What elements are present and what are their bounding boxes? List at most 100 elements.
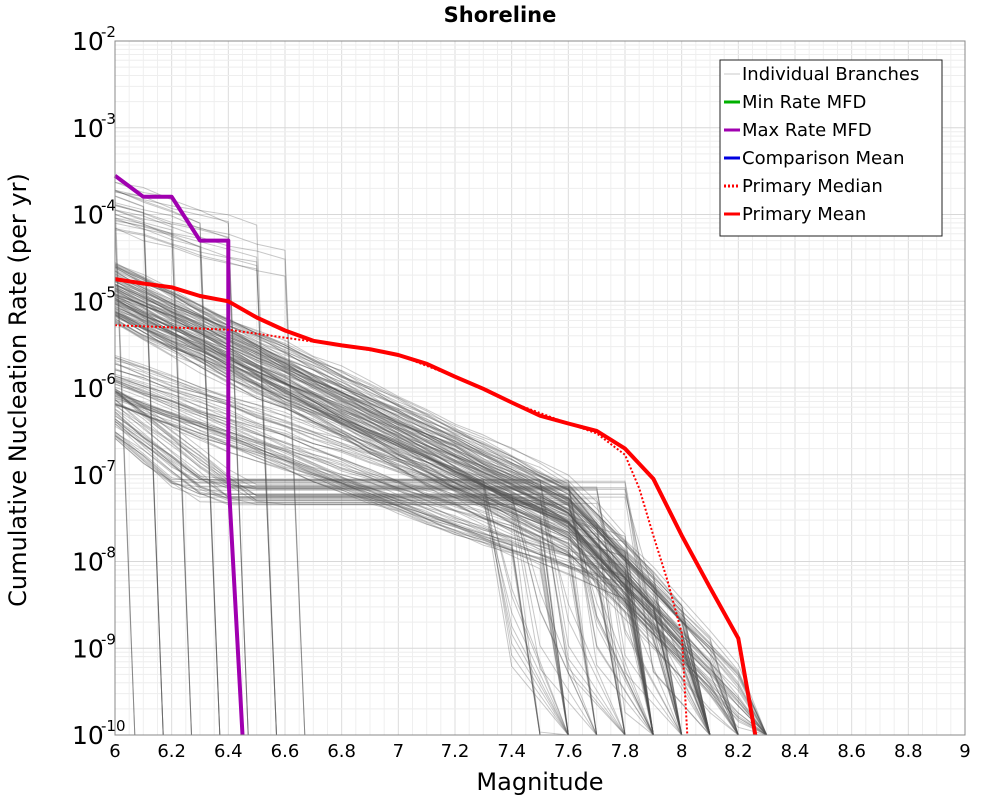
branch-line bbox=[114, 196, 136, 736]
branch-line bbox=[114, 403, 654, 736]
branch-line bbox=[114, 276, 711, 736]
branch-line bbox=[114, 399, 598, 736]
branch-line bbox=[114, 369, 597, 736]
branch-line bbox=[114, 356, 654, 736]
branch-line bbox=[114, 363, 654, 736]
branch-line bbox=[114, 319, 711, 736]
y-tick-exponent: -5 bbox=[101, 283, 116, 301]
x-tick-labels: 6 6.2 6.4 6.6 6.8 7 7.2 7.4 7.6 7.8 8 8.2 8.4 8.6 8.8 9 bbox=[109, 741, 970, 762]
branch-line bbox=[114, 362, 597, 736]
branch-line bbox=[114, 297, 768, 736]
branch-line bbox=[114, 418, 711, 736]
branch-line bbox=[114, 298, 654, 736]
branch-line bbox=[114, 310, 739, 736]
branch-line bbox=[114, 205, 249, 736]
branch-line bbox=[114, 279, 654, 736]
branch-line bbox=[114, 217, 221, 736]
branch-line bbox=[114, 368, 625, 736]
branch-line bbox=[114, 369, 597, 736]
branch-line bbox=[114, 391, 625, 736]
x-axis-label: Magnitude bbox=[476, 768, 603, 796]
branch-line bbox=[114, 315, 768, 736]
branch-line bbox=[114, 434, 683, 736]
branch-line bbox=[114, 289, 768, 736]
series-lines bbox=[113, 174, 758, 736]
branch-line bbox=[114, 266, 711, 736]
branch-line bbox=[114, 393, 569, 736]
y-tick-exponent: -9 bbox=[101, 630, 116, 648]
y-tick-label: 10 bbox=[72, 721, 104, 750]
branch-line bbox=[114, 315, 711, 736]
branch-line bbox=[114, 293, 767, 736]
branch-line bbox=[114, 287, 739, 736]
y-tick-label: 10 bbox=[72, 114, 104, 143]
branch-line bbox=[114, 420, 598, 736]
branch-line bbox=[114, 190, 221, 736]
branch-line bbox=[114, 263, 683, 736]
branch-line bbox=[114, 299, 683, 736]
branch-line bbox=[114, 297, 739, 736]
branch-line bbox=[114, 287, 768, 736]
branch-line bbox=[114, 283, 739, 736]
legend-label: Comparison Mean bbox=[742, 148, 905, 169]
branch-line bbox=[114, 404, 654, 736]
branch-line bbox=[114, 414, 569, 736]
branch-line bbox=[114, 431, 654, 736]
branch-line bbox=[114, 195, 164, 736]
branch-line bbox=[114, 402, 682, 736]
x-tick-label: 6 bbox=[109, 741, 120, 762]
legend-label: Individual Branches bbox=[742, 64, 919, 85]
branch-line bbox=[114, 399, 654, 736]
branch-line bbox=[114, 404, 682, 736]
branch-line bbox=[114, 375, 682, 736]
branch-line bbox=[114, 394, 682, 736]
branch-line bbox=[114, 280, 711, 736]
branch-line bbox=[114, 320, 739, 736]
branch-line bbox=[114, 274, 768, 736]
branch-line bbox=[114, 311, 683, 736]
branch-line bbox=[114, 295, 683, 736]
branch-line bbox=[114, 264, 683, 736]
branch-line bbox=[114, 302, 767, 736]
branch-line bbox=[114, 381, 597, 736]
branch-line bbox=[114, 284, 739, 736]
branch-line bbox=[114, 209, 164, 736]
branch-line bbox=[114, 389, 654, 736]
branch-line bbox=[114, 399, 683, 736]
branch-line bbox=[114, 266, 683, 736]
branch-line bbox=[114, 195, 164, 736]
branch-line bbox=[114, 275, 739, 736]
branch-line bbox=[114, 435, 626, 736]
y-tick-exponent: -10 bbox=[101, 717, 126, 735]
branch-line bbox=[114, 436, 711, 736]
branch-line bbox=[114, 290, 768, 736]
x-tick-label: 6.2 bbox=[157, 741, 186, 762]
x-tick-label: 6.8 bbox=[327, 741, 356, 762]
x-tick-label: 6.4 bbox=[214, 741, 243, 762]
branch-line bbox=[114, 287, 711, 736]
branch-line bbox=[114, 314, 739, 736]
branch-line bbox=[114, 391, 682, 736]
branch-line bbox=[114, 395, 569, 736]
branch-line bbox=[114, 289, 768, 736]
branch-line bbox=[114, 295, 711, 736]
y-tick-label: 10 bbox=[72, 287, 104, 316]
branch-line bbox=[114, 294, 711, 736]
chart-title: Shoreline bbox=[444, 3, 557, 27]
y-axis-label: Cumulative Nucleation Rate (per yr) bbox=[4, 173, 32, 607]
branch-line bbox=[114, 288, 768, 736]
branch-line bbox=[114, 413, 711, 736]
y-tick-labels: 10-210-310-410-510-610-710-810-910-10 bbox=[72, 23, 126, 750]
branch-line bbox=[114, 313, 654, 736]
branch-line bbox=[114, 394, 654, 736]
branch-line bbox=[114, 294, 739, 736]
branch-line bbox=[114, 202, 306, 736]
branch-line bbox=[114, 269, 711, 736]
branch-line bbox=[114, 307, 654, 736]
branch-line bbox=[114, 280, 683, 736]
branch-line bbox=[114, 311, 739, 736]
branch-line bbox=[114, 312, 767, 736]
branch-line bbox=[114, 379, 625, 736]
